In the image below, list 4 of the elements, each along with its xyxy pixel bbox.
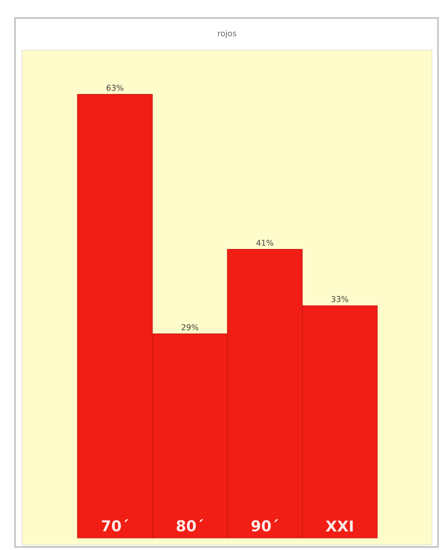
x-tick-label: XXI	[326, 520, 353, 532]
x-tick-label: 80´	[176, 519, 204, 532]
x-tick-label: 70´	[102, 519, 128, 532]
x-tick-label: 90´	[251, 519, 278, 532]
